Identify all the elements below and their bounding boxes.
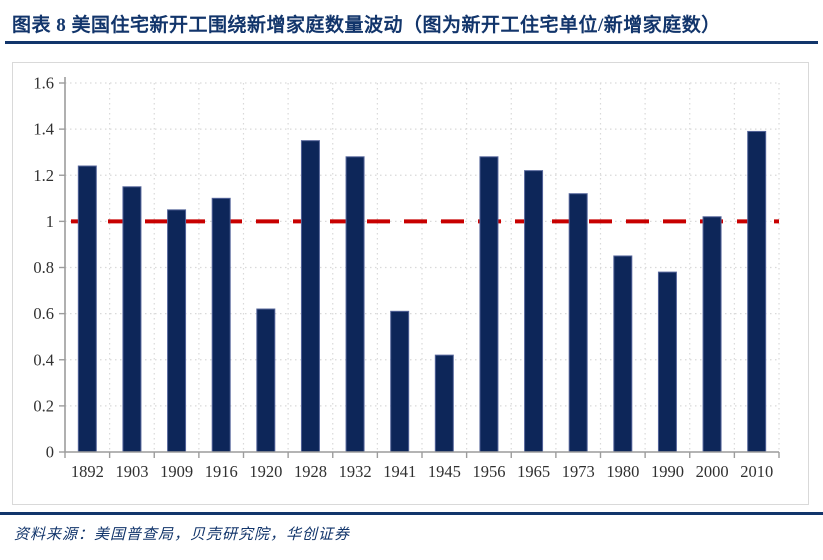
x-tick-label: 2000	[696, 462, 729, 481]
bar	[434, 354, 454, 453]
bar	[256, 308, 276, 453]
x-tick-label: 2010	[740, 462, 773, 481]
y-tick-label: 1	[46, 212, 54, 231]
footer-divider	[0, 512, 823, 515]
bar	[747, 130, 767, 453]
x-tick-label: 1892	[71, 462, 104, 481]
bar-chart: 0 0.2 0.4 0.6 0.8 1 1.2 1.4 1.6 1892 1903 1909 1916 1…	[33, 74, 780, 481]
x-tick-label: 1990	[651, 462, 684, 481]
x-tick-label: 1909	[160, 462, 193, 481]
x-tick-label: 1980	[606, 462, 639, 481]
x-tick-label: 1956	[472, 462, 505, 481]
title-underline	[5, 41, 818, 44]
bar	[390, 310, 410, 453]
y-tick-label: 0.8	[33, 258, 54, 277]
bar	[167, 209, 187, 453]
x-tick-label: 1928	[294, 462, 327, 481]
y-tick-label: 0.4	[33, 350, 54, 369]
bar	[77, 165, 97, 453]
bar	[122, 186, 142, 453]
x-tick-label: 1973	[562, 462, 595, 481]
bar	[300, 140, 320, 453]
bar	[211, 197, 231, 453]
bar	[524, 170, 544, 453]
y-tick-label: 0.2	[33, 396, 54, 415]
x-tick-label: 1965	[517, 462, 550, 481]
source-note: 资料来源：美国普查局，贝壳研究院，华创证券	[14, 527, 351, 543]
y-tick-label: 1.4	[33, 120, 54, 139]
x-tick-label: 1945	[428, 462, 461, 481]
bar	[613, 255, 633, 453]
bar	[657, 271, 677, 453]
bar	[479, 156, 499, 453]
x-tick-label: 1920	[249, 462, 282, 481]
x-tick-label: 1932	[339, 462, 372, 481]
y-tick-label: 1.2	[33, 166, 54, 185]
x-tick-label: 1916	[205, 462, 238, 481]
x-tick-label: 1941	[383, 462, 416, 481]
x-tick-label: 1903	[115, 462, 148, 481]
bar	[345, 156, 365, 453]
y-tick-label: 0	[46, 443, 54, 462]
y-tick-label: 1.6	[33, 74, 54, 93]
figure-title: 图表 8 美国住宅新开工围绕新增家庭数量波动（图为新开工住宅单位/新增家庭数）	[12, 15, 721, 36]
chart-area: 0 0.2 0.4 0.6 0.8 1 1.2 1.4 1.6 1892 1903 1909 1916 1…	[12, 62, 809, 505]
bar	[568, 193, 588, 453]
y-tick-label: 0.6	[33, 304, 54, 323]
bar	[702, 216, 722, 453]
